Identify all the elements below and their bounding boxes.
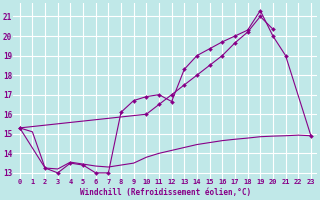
X-axis label: Windchill (Refroidissement éolien,°C): Windchill (Refroidissement éolien,°C)	[80, 188, 251, 197]
